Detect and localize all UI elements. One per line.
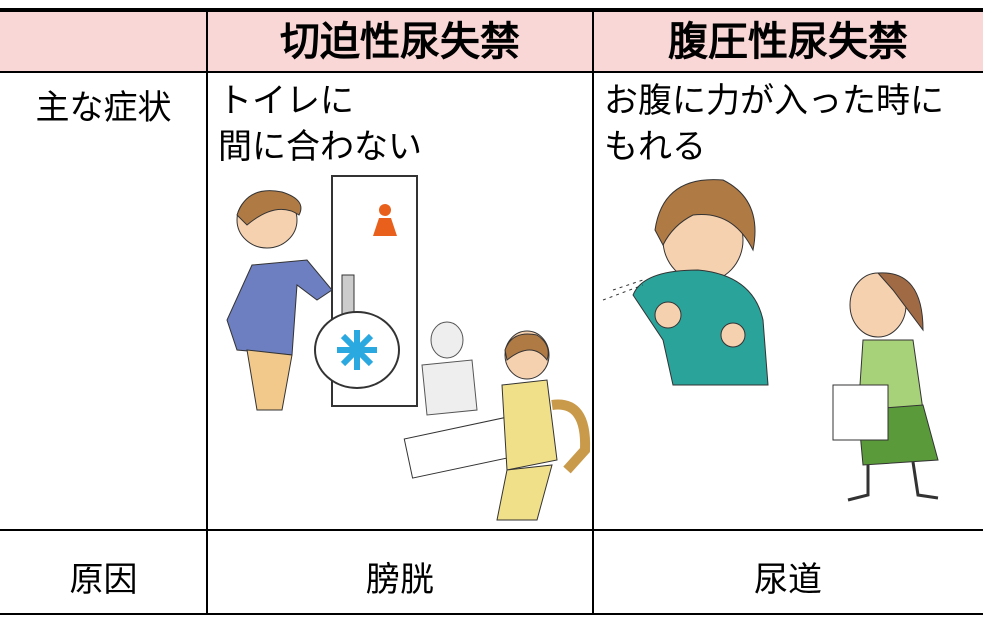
row-label: 原因 bbox=[69, 560, 138, 600]
cell-text: 尿道 bbox=[754, 560, 822, 600]
cell-text: トイレに 間に合わない bbox=[218, 78, 422, 170]
text-line: 間に合わない bbox=[218, 127, 422, 167]
cell-text: 膀胱 bbox=[366, 560, 434, 600]
illustration-stress bbox=[602, 179, 939, 502]
row-label: 主な症状 bbox=[35, 88, 172, 128]
rule-bottom bbox=[0, 613, 983, 615]
header-band bbox=[0, 12, 983, 72]
rule bbox=[0, 71, 983, 73]
text-line: トイレに bbox=[218, 81, 354, 121]
text-line: お腹に力が入った時に bbox=[604, 81, 944, 121]
rule-top bbox=[0, 8, 983, 12]
illustration-urgency bbox=[226, 175, 591, 521]
column-rule bbox=[206, 8, 208, 615]
text-line: もれる bbox=[604, 127, 706, 167]
column-rule bbox=[592, 8, 594, 615]
column-header: 切迫性尿失禁 bbox=[280, 19, 520, 65]
rule bbox=[0, 529, 983, 531]
column-header: 腹圧性尿失禁 bbox=[668, 19, 908, 65]
cell-text: お腹に力が入った時に もれる bbox=[604, 78, 944, 170]
